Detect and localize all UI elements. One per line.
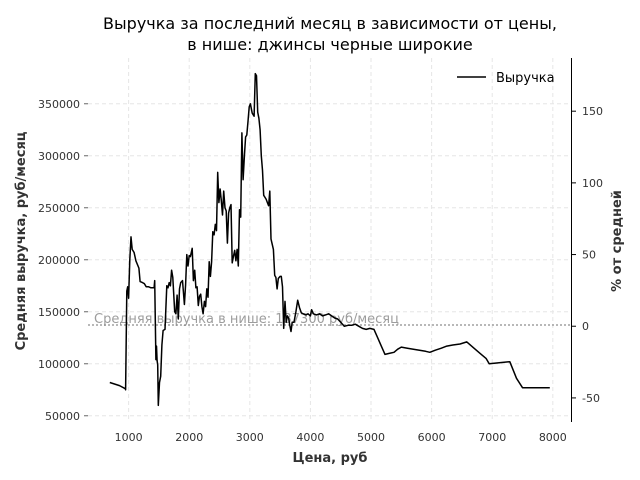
- x-tick-label-8000: 8000: [539, 431, 567, 444]
- y-tick-label-350000: 350000: [38, 98, 80, 111]
- x-tick-label-1000: 1000: [115, 431, 143, 444]
- y-tick-label-150000: 150000: [38, 306, 80, 319]
- y2-axis-label: % от средней: [610, 190, 625, 292]
- y-tick-label-250000: 250000: [38, 202, 80, 215]
- y2-tick-label-0: 0: [582, 320, 589, 333]
- y-tick-label-100000: 100000: [38, 358, 80, 371]
- x-tick-label-5000: 5000: [357, 431, 385, 444]
- legend: Выручка: [457, 71, 555, 86]
- x-tick-label-3000: 3000: [236, 431, 264, 444]
- x-tick-labels: 1000 2000 3000 4000 5000 6000 7000 8000: [115, 431, 567, 444]
- y-tick-label-200000: 200000: [38, 254, 80, 267]
- legend-label-revenue: Выручка: [496, 71, 555, 86]
- x-tick-label-4000: 4000: [296, 431, 324, 444]
- x-tick-label-2000: 2000: [175, 431, 203, 444]
- y2-tick-label--50: -50: [582, 392, 600, 405]
- y2-tick-label-50: 50: [582, 249, 596, 262]
- y-axis-label: Средняя выручка, руб/месяц: [14, 131, 29, 350]
- chart-title-line2: в нише: джинсы черные широкие: [187, 35, 473, 54]
- y-tick-labels: 50000 100000 150000 200000 250000 300000 35000…: [38, 98, 88, 423]
- y2-tick-label-150: 150: [582, 105, 603, 118]
- y2-tick-label-100: 100: [582, 177, 603, 190]
- x-gridlines: [128, 58, 554, 422]
- x-axis-label: Цена, руб: [293, 451, 368, 466]
- x-tick-label-6000: 6000: [418, 431, 446, 444]
- y-tick-label-50000: 50000: [45, 410, 80, 423]
- series-line-revenue: [109, 72, 550, 407]
- y2-tick-marks: -50 0 50 100 150: [571, 105, 603, 405]
- y-tick-label-300000: 300000: [38, 150, 80, 163]
- x-tick-label-7000: 7000: [478, 431, 506, 444]
- chart-title-line1: Выручка за последний месяц в зависимости…: [103, 14, 557, 33]
